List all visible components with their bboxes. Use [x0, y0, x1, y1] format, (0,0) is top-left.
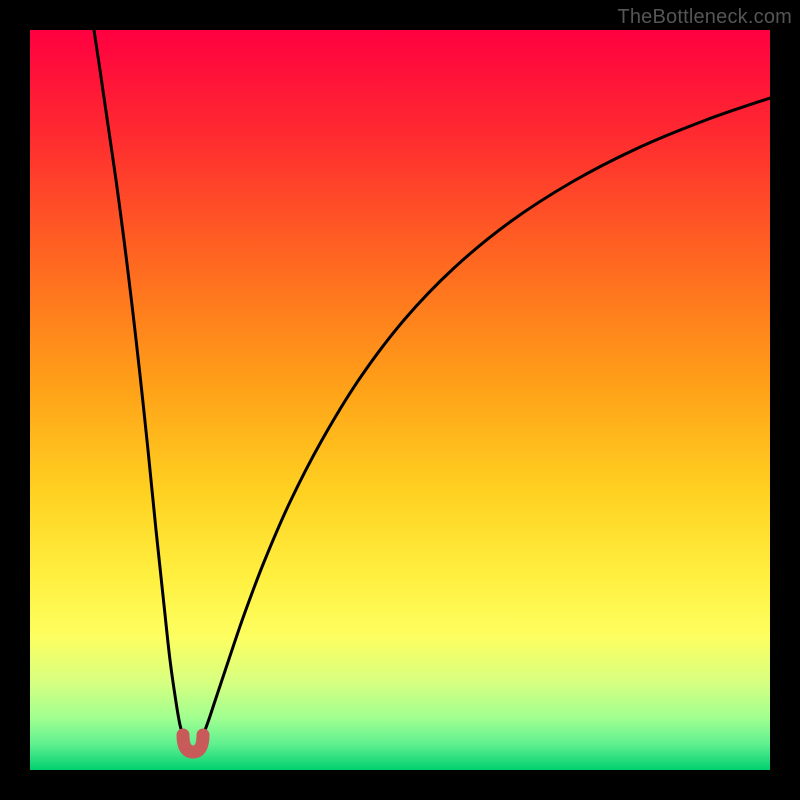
curve-layer	[30, 30, 770, 770]
watermark-text: TheBottleneck.com	[617, 6, 792, 29]
u-marker	[183, 735, 203, 752]
bottleneck-curve-right	[203, 98, 771, 737]
bottleneck-curve-left	[94, 30, 184, 737]
figure-root: TheBottleneck.com	[0, 0, 800, 800]
plot-area	[30, 30, 770, 770]
